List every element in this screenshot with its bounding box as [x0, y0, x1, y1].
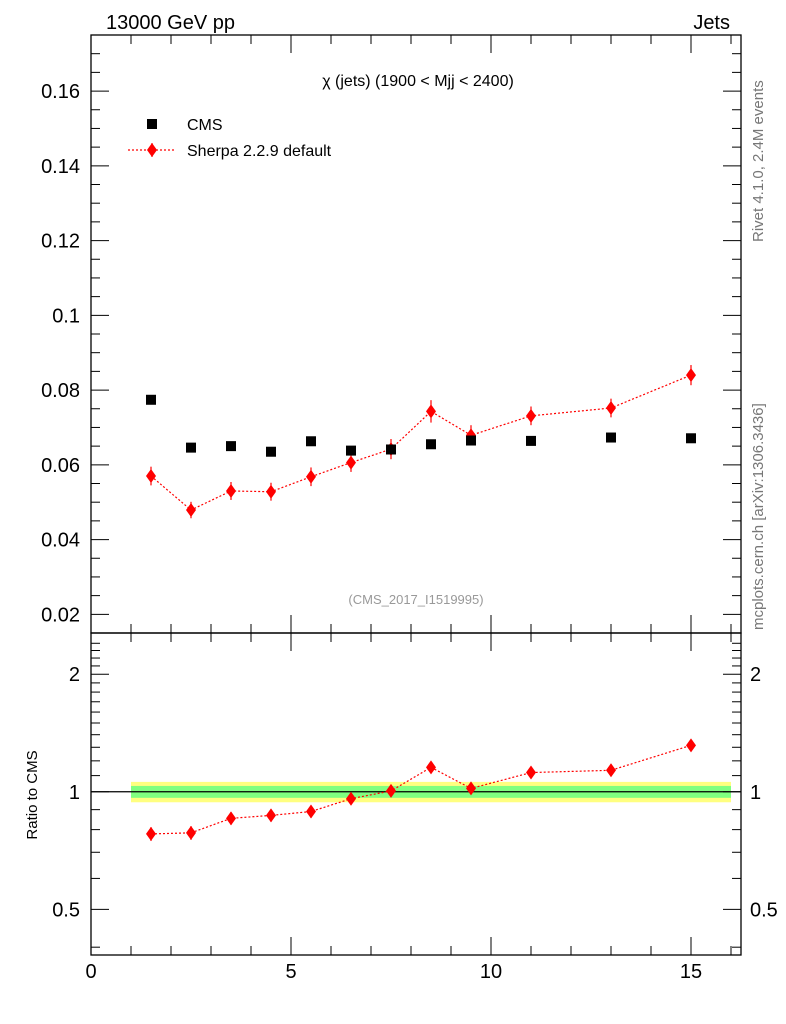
- sherpa-point: [346, 455, 356, 470]
- header-left: 13000 GeV pp: [106, 12, 235, 34]
- legend-cms-label: CMS: [187, 117, 223, 134]
- main-ytick-label: 0.12: [41, 231, 80, 253]
- main-title: χ (jets) (1900 < Mjj < 2400): [322, 73, 514, 90]
- cms-point: [606, 432, 616, 443]
- ratio-ylabel: Ratio to CMS: [24, 750, 41, 839]
- mcplots-label: mcplots.cern.ch [arXiv:1306.3436]: [750, 403, 767, 630]
- ratio-ytick-label: 2: [69, 664, 80, 686]
- cms-point: [146, 394, 156, 405]
- ratio-xtick-label: 0: [85, 961, 96, 983]
- sherpa-point: [226, 483, 236, 498]
- cms-point: [186, 442, 196, 453]
- main-ytick-label: 0.14: [41, 156, 80, 178]
- sherpa-point: [606, 401, 616, 416]
- sherpa-line: [150, 374, 692, 511]
- sherpa-point: [686, 368, 696, 383]
- main-ytick-label: 0.04: [41, 530, 80, 552]
- main-panel: 0.02 0.04 0.06 0.08 0.1 0.12 0.14 0.16 χ (jets)…: [41, 34, 742, 634]
- sherpa-point: [146, 469, 156, 484]
- ratio-point: [686, 738, 696, 753]
- cms-point: [266, 446, 276, 457]
- main-ytick-label: 0.1: [52, 305, 80, 327]
- legend-cms-marker: [147, 119, 157, 129]
- ratio-ytick-label-right: 2: [750, 664, 761, 686]
- ratio-ytick-label-right: 1: [750, 782, 761, 804]
- ratio-point: [386, 783, 396, 798]
- ratio-point: [186, 825, 196, 840]
- ratio-point: [426, 760, 436, 775]
- cms-point: [346, 445, 356, 456]
- main-ytick-label: 0.06: [41, 455, 80, 477]
- sherpa-point: [266, 484, 276, 499]
- ratio-frame: [90, 632, 742, 956]
- ratio-point: [466, 781, 476, 796]
- cms-point: [426, 439, 436, 450]
- ratio-point: [226, 811, 236, 826]
- watermark-label: (CMS_2017_I1519995): [348, 592, 483, 607]
- cms-point: [306, 436, 316, 447]
- cms-point: [526, 435, 536, 446]
- ratio-point: [526, 765, 536, 780]
- legend-sherpa-marker: [147, 143, 157, 157]
- main-ytick-label: 0.02: [41, 604, 80, 626]
- ratio-panel: 0.5 0.5 1 1 2 2 0 5 10 15 Ratio to CMS: [24, 632, 778, 983]
- ratio-xtick-label: 5: [285, 961, 296, 983]
- ratio-line: [150, 744, 692, 835]
- legend: CMS Sherpa 2.2.9 default: [128, 117, 332, 160]
- main-ytick-label: 0.08: [41, 380, 80, 402]
- sherpa-point: [186, 503, 196, 518]
- sherpa-point: [426, 404, 436, 419]
- ratio-xtick-label: 15: [680, 961, 702, 983]
- ratio-point: [346, 791, 356, 806]
- ratio-ytick-label-right: 0.5: [750, 899, 778, 921]
- ratio-ytick-label: 0.5: [52, 899, 80, 921]
- header-right: Jets: [693, 12, 730, 34]
- ratio-xtick-label: 10: [480, 961, 502, 983]
- sherpa-point: [526, 408, 536, 423]
- ratio-point: [266, 808, 276, 823]
- cms-point: [466, 435, 476, 446]
- legend-sherpa-label: Sherpa 2.2.9 default: [187, 143, 332, 160]
- rivet-label: Rivet 4.1.0, 2.4M events: [750, 80, 767, 242]
- ratio-ytick-label: 1: [69, 782, 80, 804]
- main-ytick-label: 0.16: [41, 81, 80, 103]
- ratio-point: [146, 826, 156, 841]
- ratio-point: [306, 804, 316, 819]
- cms-point: [686, 433, 696, 444]
- cms-point: [226, 441, 236, 452]
- sherpa-point: [306, 469, 316, 484]
- ratio-point: [606, 763, 616, 778]
- cms-point: [386, 444, 396, 455]
